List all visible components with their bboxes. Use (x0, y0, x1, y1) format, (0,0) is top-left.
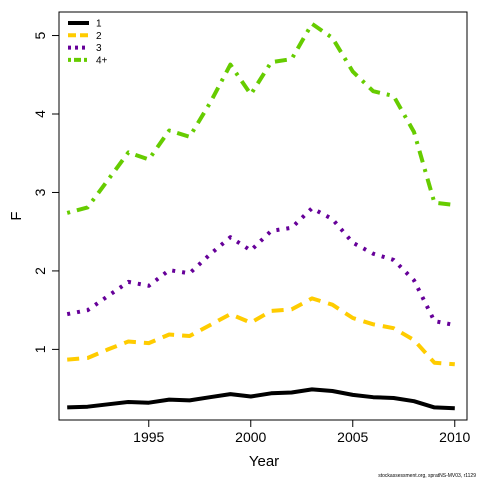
y-tick-label-2: 2 (32, 267, 48, 275)
x-axis: 1995 2000 2005 2010 (133, 420, 471, 445)
x-tick-label-2005: 2005 (337, 429, 368, 445)
y-tick-label-5: 5 (32, 31, 48, 39)
legend-label-4: 4+ (96, 55, 108, 66)
y-tick-label-1: 1 (32, 345, 48, 353)
x-tick-label-2000: 2000 (235, 429, 266, 445)
legend-label-1: 1 (96, 19, 102, 30)
x-axis-title: Year (249, 453, 279, 470)
legend-label-3: 3 (96, 43, 102, 54)
footnote: stockassessment.org, spratNS-MV03, r1129 (378, 473, 476, 479)
series-line-3 (66, 206, 456, 328)
series-layer (66, 21, 456, 411)
y-axis-title: F (8, 211, 25, 220)
legend-label-2: 2 (96, 31, 102, 42)
plot-frame (58, 11, 468, 421)
x-tick-label-2010: 2010 (439, 429, 470, 445)
series-line-1 (67, 387, 455, 411)
series-line-2 (67, 296, 455, 367)
x-tick-label-1995: 1995 (133, 429, 164, 445)
y-axis: 1 2 3 4 5 (32, 31, 59, 353)
y-tick-label-3: 3 (32, 188, 48, 196)
y-tick-label-4: 4 (32, 110, 48, 118)
series-line-4 (66, 21, 456, 215)
